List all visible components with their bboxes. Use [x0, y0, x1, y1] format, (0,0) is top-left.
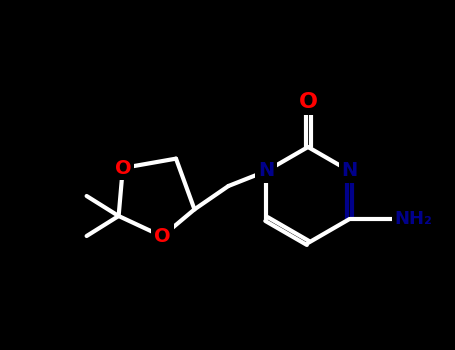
Text: O: O	[154, 227, 171, 246]
Text: O: O	[298, 92, 318, 112]
Text: N: N	[258, 161, 274, 181]
Text: N: N	[341, 161, 358, 181]
Text: O: O	[115, 159, 131, 177]
Text: NH₂: NH₂	[394, 210, 433, 228]
